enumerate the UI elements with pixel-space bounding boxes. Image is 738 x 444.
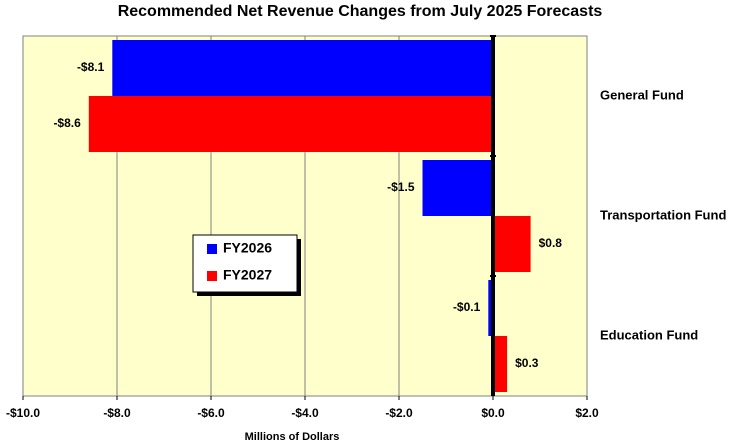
data-label: $0.3	[515, 356, 539, 370]
data-label: -$8.1	[77, 60, 105, 74]
x-tick-label: $0.0	[481, 406, 505, 420]
data-label: -$1.5	[387, 180, 415, 194]
x-tick-label: -$4.0	[291, 406, 319, 420]
bar	[493, 336, 508, 392]
data-label: -$0.1	[453, 300, 481, 314]
x-tick-label: -$10.0	[6, 406, 40, 420]
category-label: General Fund	[600, 87, 684, 102]
category-label: Transportation Fund	[600, 207, 726, 222]
bar	[112, 40, 494, 96]
x-tick-label: -$8.0	[103, 406, 131, 420]
x-tick-label: -$2.0	[385, 406, 413, 420]
legend-swatch	[207, 244, 217, 254]
bar	[488, 280, 493, 336]
bar	[422, 160, 493, 216]
category-label: Education Fund	[600, 327, 698, 342]
legend-label: FY2026	[223, 240, 272, 256]
chart-title: Recommended Net Revenue Changes from Jul…	[118, 3, 603, 20]
data-label: -$8.6	[53, 116, 81, 130]
bar	[493, 216, 531, 272]
x-axis-label: Millions of Dollars	[245, 431, 340, 443]
x-tick-label: -$6.0	[197, 406, 225, 420]
legend-label: FY2027	[223, 267, 272, 283]
x-tick-label: $2.0	[575, 406, 599, 420]
legend-swatch	[207, 271, 217, 281]
data-label: $0.8	[539, 236, 563, 250]
bar	[88, 96, 494, 152]
